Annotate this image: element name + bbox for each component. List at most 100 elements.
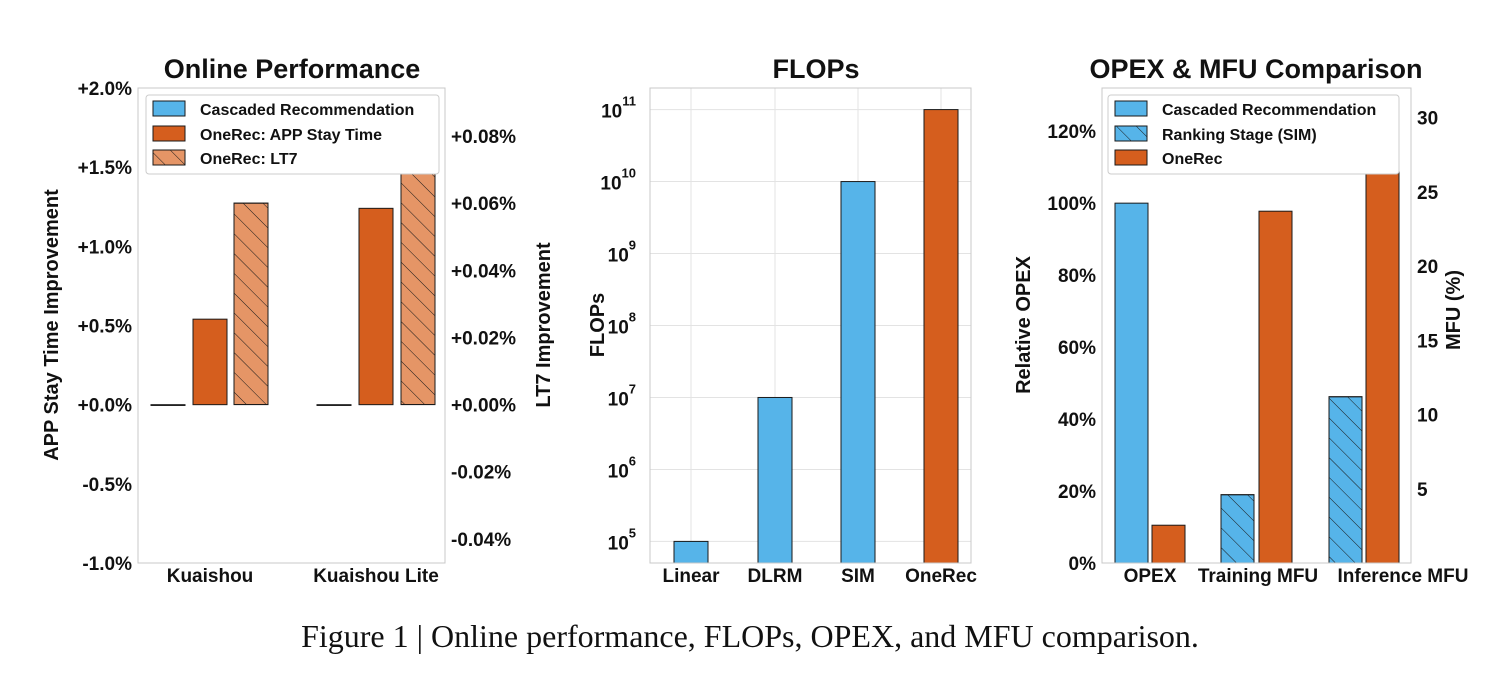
y-tick-label: +0.0% bbox=[78, 396, 133, 417]
x-tick-label: Training MFU bbox=[1198, 566, 1318, 587]
y-tick-label: +1.0% bbox=[78, 237, 133, 258]
x-tick-label: Inference MFU bbox=[1338, 566, 1469, 587]
y-tick-label: 60% bbox=[1058, 338, 1096, 359]
bar bbox=[923, 109, 959, 564]
bar bbox=[840, 181, 876, 564]
bar bbox=[757, 396, 793, 564]
y2-axis-label: LT7 Improvement bbox=[533, 242, 555, 408]
y-axis-label: APP Stay Time Improvement bbox=[41, 189, 63, 461]
bar bbox=[1365, 135, 1400, 564]
bar-group bbox=[673, 109, 959, 564]
bar bbox=[673, 540, 709, 564]
left-y-ticks: 0% 20% 40% 60% 80% 100% 120% bbox=[1047, 122, 1096, 575]
y2-tick-label: +0.02% bbox=[451, 328, 516, 349]
legend: Cascaded Recommendation Ranking Stage (S… bbox=[1107, 94, 1400, 175]
y-tick-label: 40% bbox=[1058, 410, 1096, 431]
y-tick-exponent: 8 bbox=[629, 310, 636, 325]
y-tick-label: +2.0% bbox=[78, 79, 133, 100]
y-tick-label: 107 bbox=[608, 381, 636, 410]
opex-mfu-chart: OPEX & MFU Comparison 0%20%40%60%80%100%… bbox=[1013, 54, 1468, 587]
y2-tick-label: 5 bbox=[1417, 480, 1428, 501]
y-tick-label: 108 bbox=[608, 310, 636, 339]
y-tick-label: 1011 bbox=[601, 94, 636, 123]
legend-entry: Cascaded Recommendation bbox=[200, 102, 414, 119]
bar-hatch bbox=[400, 169, 436, 406]
y-tick-label: 80% bbox=[1058, 266, 1096, 287]
x-tick-label: Linear bbox=[662, 566, 720, 587]
bar-hatch bbox=[233, 202, 269, 406]
y2-tick-label: 25 bbox=[1417, 183, 1439, 204]
bar bbox=[1151, 524, 1186, 564]
legend-entry: Cascaded Recommendation bbox=[1162, 102, 1376, 119]
y-tick-label: 120% bbox=[1047, 122, 1096, 143]
bar-group bbox=[1114, 135, 1400, 564]
legend-entry: OneRec bbox=[1162, 151, 1223, 168]
legend-swatch bbox=[1114, 100, 1148, 117]
y-tick-exponent: 6 bbox=[629, 453, 636, 468]
right-y-ticks: -0.04% -0.02% +0.00% +0.02% +0.04% +0.06% +0.0… bbox=[451, 127, 516, 551]
chart-title: FLOPs bbox=[772, 54, 859, 84]
left-y-ticks: -1.0% -0.5% +0.0% +0.5% +1.0% +1.5% +2.0% bbox=[78, 79, 133, 575]
x-ticks: OPEX Training MFU Inference MFU bbox=[1124, 566, 1469, 587]
x-ticks: Kuaishou Kuaishou Lite bbox=[167, 566, 439, 587]
y-axis-label: FLOPs bbox=[587, 293, 609, 357]
x-tick-label: OneRec bbox=[905, 566, 977, 587]
bar bbox=[1114, 202, 1149, 564]
bar bbox=[1258, 210, 1293, 564]
bar-hatch bbox=[1220, 494, 1255, 564]
legend-swatch bbox=[1114, 149, 1148, 166]
y2-tick-label: 30 bbox=[1417, 109, 1438, 130]
legend-entry: OneRec: LT7 bbox=[200, 151, 298, 168]
legend-entry: Ranking Stage (SIM) bbox=[1162, 127, 1317, 144]
y-axis-label: Relative OPEX bbox=[1013, 255, 1035, 394]
y-tick-label: 106 bbox=[608, 453, 636, 482]
bar bbox=[150, 404, 186, 406]
x-tick-label: DLRM bbox=[748, 566, 803, 587]
bar-group bbox=[150, 169, 436, 406]
bar-hatch bbox=[1328, 396, 1363, 564]
y2-tick-label: 15 bbox=[1417, 331, 1439, 352]
bar bbox=[192, 318, 228, 406]
y-tick-exponent: 9 bbox=[629, 238, 636, 253]
chart-title: Online Performance bbox=[164, 54, 421, 84]
y2-tick-label: +0.06% bbox=[451, 194, 516, 215]
y2-tick-label: 10 bbox=[1417, 406, 1438, 427]
y-tick-exponent: 11 bbox=[622, 94, 636, 109]
y-tick-label: -1.0% bbox=[82, 554, 132, 575]
y-tick-label: 105 bbox=[608, 525, 636, 554]
legend-swatch-hatch bbox=[152, 149, 186, 166]
y-tick-label: 20% bbox=[1058, 482, 1096, 503]
y2-tick-label: -0.02% bbox=[451, 463, 511, 484]
bar bbox=[358, 207, 394, 406]
legend-swatch bbox=[152, 100, 186, 117]
y-tick-label: +1.5% bbox=[78, 158, 133, 179]
y2-tick-label: +0.08% bbox=[451, 127, 516, 148]
legend-swatch-hatch bbox=[1114, 125, 1148, 142]
plot-frame bbox=[137, 87, 446, 564]
x-ticks: Linear DLRM SIM OneRec bbox=[662, 566, 977, 587]
gridlines bbox=[650, 88, 971, 563]
bar bbox=[316, 404, 352, 406]
online-performance-chart: Online Performance -1.0% -0.5% +0.0% +0.5% +… bbox=[41, 54, 555, 587]
figure-panels: Online Performance -1.0% -0.5% +0.0% +0.5% +… bbox=[41, 54, 1468, 587]
y2-tick-label: +0.00% bbox=[451, 396, 516, 417]
legend-swatch bbox=[152, 125, 186, 142]
y-tick-label: 100% bbox=[1047, 194, 1096, 215]
x-tick-label: Kuaishou Lite bbox=[313, 566, 439, 587]
y-tick-label: -0.5% bbox=[82, 475, 132, 496]
x-tick-label: OPEX bbox=[1124, 566, 1177, 587]
y2-tick-label: 20 bbox=[1417, 257, 1438, 278]
y-tick-label: 0% bbox=[1069, 554, 1097, 575]
y-tick-label: 109 bbox=[608, 238, 636, 267]
plot-frame bbox=[1101, 87, 1412, 564]
legend-entry: OneRec: APP Stay Time bbox=[200, 127, 382, 144]
right-y-ticks: 5 10 15 20 25 30 bbox=[1417, 109, 1439, 501]
y-tick-label: +0.5% bbox=[78, 317, 133, 338]
y2-tick-label: +0.04% bbox=[451, 261, 516, 282]
figure-caption: Figure 1 | Online performance, FLOPs, OP… bbox=[301, 618, 1199, 654]
legend: Cascaded Recommendation OneRec: APP Stay… bbox=[145, 94, 440, 175]
y2-tick-label: -0.04% bbox=[451, 530, 511, 551]
y-tick-exponent: 7 bbox=[629, 381, 636, 396]
chart-title: OPEX & MFU Comparison bbox=[1089, 54, 1422, 84]
